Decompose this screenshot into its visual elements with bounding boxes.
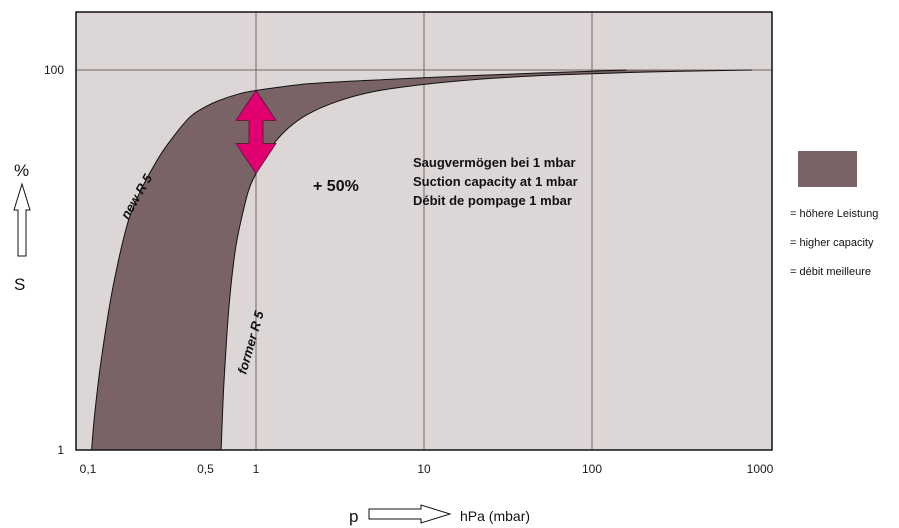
y-axis-unit: % [14,161,29,180]
gain-label: + 50% [313,178,359,195]
up-arrow-icon [13,182,31,257]
x-tick-label-4: 100 [582,462,602,476]
x-axis-symbol: p [349,507,358,526]
x-tick-label-0: 0,1 [80,462,97,476]
y-axis-symbol: S [14,275,25,294]
annotation-line-fr: Débit de pompage 1 mbar [413,193,572,208]
gain-arrow [235,89,277,175]
y-tick-label-0: 1 [57,443,64,457]
y-tick-label-1: 100 [44,63,64,77]
legend-swatch [798,151,857,187]
legend-item-de: = höhere Leistung [790,208,878,220]
annotation-line-en: Suction capacity at 1 mbar [413,174,578,189]
right-arrow-icon [368,504,452,524]
x-tick-label-2: 1 [253,462,260,476]
legend-item-en: = higher capacity [790,237,874,249]
x-tick-label-5: 1000 [747,462,774,476]
y-axis-ticks: 1 100 [44,63,64,457]
x-axis-ticks: 0,1 0,5 1 10 100 1000 [80,462,774,476]
x-axis-unit: hPa (mbar) [460,508,530,524]
x-tick-label-1: 0,5 [197,462,214,476]
series-line-former-r5 [220,69,753,451]
legend-item-fr: = débit meilleure [790,266,871,278]
plot-border [75,11,773,451]
annotation-line-de: Saugvermögen bei 1 mbar [413,155,576,170]
x-tick-label-3: 10 [417,462,431,476]
series-line-new-r5 [91,69,627,451]
